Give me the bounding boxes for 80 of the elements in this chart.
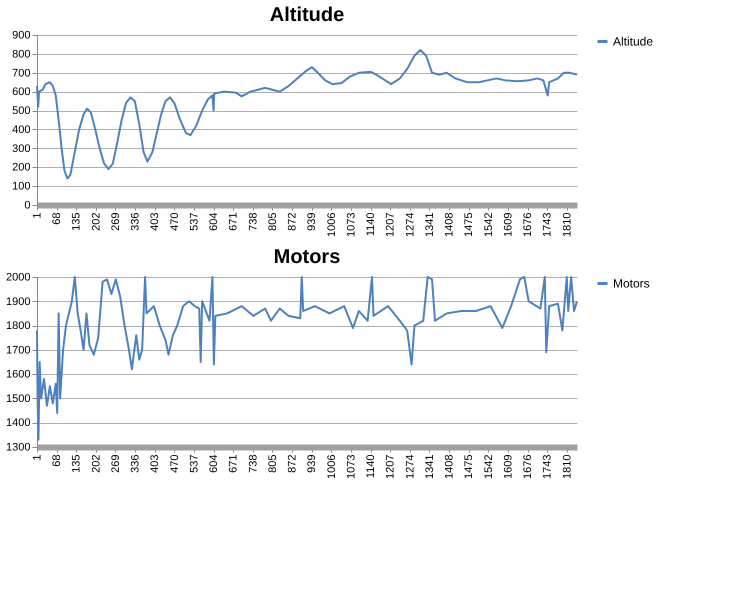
x-tick-label: 202 [90,454,102,473]
x-tick-label: 470 [168,212,181,231]
legend-label: Altitude [613,34,654,48]
y-tick-label: 0 [24,200,30,212]
y-tick-label: 1900 [6,296,30,308]
x-tick-label: 1743 [542,454,554,479]
x-tick-label: 336 [130,212,142,231]
x-tick-label: 470 [168,454,181,473]
x-tick-label: 1 [32,454,44,461]
y-tick-label: 700 [12,67,30,80]
x-tick-label: 1542 [482,454,495,479]
x-tick-label: 537 [188,454,200,473]
y-tick-label: 1300 [6,442,30,454]
x-tick-label: 1676 [522,454,534,479]
x-tick-label: 68 [51,454,64,467]
x-tick-label: 604 [208,212,220,231]
x-tick-label: 202 [90,212,102,231]
x-tick-label: 68 [51,212,64,225]
x-tick-label: 135 [70,454,83,473]
x-tick-label: 1475 [463,212,476,237]
x-tick-label: 1073 [345,212,358,237]
x-tick-label: 872 [286,212,299,231]
y-tick-label: 600 [12,86,30,98]
chart-title: Motors [274,246,340,268]
x-tick-label: 1140 [365,454,378,478]
x-tick-label: 939 [306,454,318,473]
y-tick-label: 400 [12,124,30,136]
x-tick-label: 738 [247,454,260,473]
x-tick-label: 1140 [365,212,378,236]
x-tick-label: 1006 [326,454,338,479]
legend-label: Motors [613,276,650,290]
x-tick-label: 1207 [384,454,397,479]
chart-title: Altitude [270,4,344,26]
line-series [36,49,578,180]
x-tick-label: 1274 [404,454,416,479]
x-tick-label: 1006 [326,212,338,237]
x-tick-label: 1810 [561,454,574,479]
x-tick-label: 135 [70,212,83,231]
y-tick-label: 200 [12,162,30,174]
x-tick-label: 604 [208,454,220,473]
x-tick-label: 1408 [444,212,456,237]
x-tick-label: 671 [228,212,240,231]
y-tick-label: 1600 [6,368,30,381]
line-series [36,276,578,441]
x-tick-label: 269 [110,212,122,231]
x-tick-label: 671 [228,454,240,473]
y-tick-label: 2000 [6,272,30,284]
x-tick-label: 738 [247,212,260,231]
x-tick-label: 1341 [424,454,436,479]
x-tick-label: 939 [306,212,318,231]
x-tick-label: 403 [149,212,162,231]
y-tick-label: 900 [12,30,30,42]
x-tick-label: 1341 [424,212,436,237]
x-tick-label: 1475 [463,454,476,479]
x-tick-label: 1274 [404,212,416,237]
x-tick-label: 1743 [542,212,554,237]
x-tick-label: 1 [32,212,44,219]
x-tick-label: 1810 [561,212,574,237]
x-tick-label: 1073 [345,454,358,479]
x-tick-label: 403 [149,454,162,473]
x-tick-label: 1676 [522,212,534,237]
y-tick-label: 800 [12,48,30,60]
y-tick-label: 1400 [6,417,30,430]
y-tick-label: 300 [12,142,30,155]
x-tick-label: 1609 [502,212,514,237]
y-tick-label: 1700 [6,344,30,356]
x-tick-label: 872 [286,454,299,473]
x-tick-label: 1609 [502,454,514,479]
x-tick-label: 336 [130,454,142,473]
x-tick-label: 805 [266,212,279,231]
x-tick-label: 269 [110,454,122,473]
y-tick-label: 500 [12,105,30,118]
x-tick-label: 1408 [444,454,456,479]
y-tick-label: 1800 [6,320,30,332]
x-tick-label: 537 [188,212,200,231]
x-tick-label: 1542 [482,212,495,237]
y-tick-label: 1500 [6,392,30,405]
y-tick-label: 100 [12,180,30,193]
x-tick-label: 1207 [384,212,397,237]
x-tick-label: 805 [266,454,279,473]
